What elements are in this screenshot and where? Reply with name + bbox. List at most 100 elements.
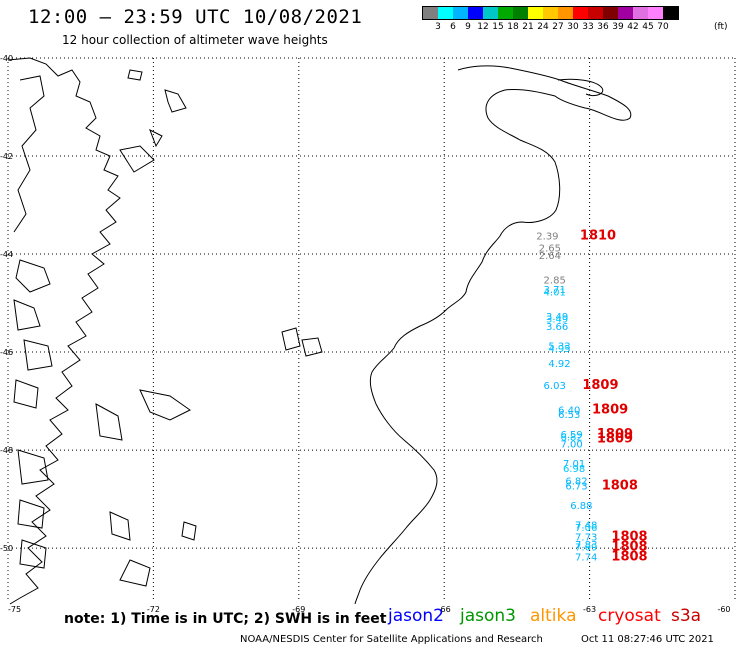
wave-height-value: 2.65 [539, 244, 561, 255]
map-subtitle: 12 hour collection of altimeter wave hei… [62, 33, 328, 47]
scale-swatch [573, 7, 588, 19]
scale-label: 21 [522, 22, 534, 32]
lon-label: -69 [292, 605, 305, 614]
scale-label: 27 [552, 22, 564, 32]
scale-label: 6 [450, 22, 456, 32]
footer-note: note: 1) Time is in UTC; 2) SWH is in fe… [64, 611, 387, 627]
wave-height-value: 7.74 [575, 552, 597, 563]
satellite-s3a: s3a [671, 606, 702, 626]
scale-swatch [663, 7, 678, 19]
scale-label: 36 [597, 22, 609, 32]
wave-height-value: 6.40 [558, 405, 580, 416]
wave-height-value: 6.73 [565, 481, 587, 492]
wave-height-value: 7.01 [563, 459, 585, 470]
wave-height-value: 7.83 [575, 540, 597, 551]
scale-label: 18 [507, 22, 519, 32]
scale-swatch [438, 7, 453, 19]
wave-height-value: 6.59 [561, 430, 583, 441]
wave-height-value: 6.82 [565, 476, 587, 487]
scale-swatch [468, 7, 483, 19]
lat-label: -44 [0, 250, 13, 259]
wave-height-value: 6.98 [563, 464, 585, 475]
wave-height-value: 4.95 [548, 344, 570, 355]
scale-label: 12 [477, 22, 489, 32]
map-title: 12:00 – 23:59 UTC 10/08/2021 [28, 6, 363, 28]
utc-time-label: 1808 [602, 478, 638, 493]
scale-label: 45 [642, 22, 654, 32]
wave-height-value: 6.53 [558, 410, 580, 421]
scale-swatch [633, 7, 648, 19]
wave-height-value: 6.88 [570, 501, 592, 512]
wave-height-value: 7.00 [561, 440, 583, 451]
lat-label: -40 [0, 54, 13, 63]
wave-height-value: 7.06 [575, 523, 597, 534]
color-scale-bar [422, 6, 679, 20]
utc-time-label: 1809 [582, 378, 618, 393]
scale-label: 30 [567, 22, 579, 32]
utc-time-label: 1809 [592, 402, 628, 417]
wave-height-value: 3.49 [546, 315, 568, 326]
scale-swatch [498, 7, 513, 19]
lat-label: -50 [0, 544, 13, 553]
satellite-jason2: jason2 [388, 606, 444, 626]
scale-label: 70 [657, 22, 669, 32]
scale-label: 24 [537, 22, 549, 32]
scale-swatch [453, 7, 468, 19]
scale-label: 9 [465, 22, 471, 32]
footer-timestamp: Oct 11 08:27:46 UTC 2021 [581, 634, 714, 645]
utc-time-label: 1810 [580, 228, 616, 243]
utc-time-label: 1809 [597, 427, 633, 442]
lat-label: -42 [0, 152, 13, 161]
utc-time-label: 1808 [611, 530, 647, 545]
wave-height-value: 7.69 [575, 543, 597, 554]
lon-label: -72 [147, 605, 160, 614]
wave-height-value: 6.82 [561, 432, 583, 443]
scale-swatch [423, 7, 438, 19]
scale-label: 33 [582, 22, 594, 32]
scale-swatch [528, 7, 543, 19]
lon-label: -75 [8, 605, 21, 614]
lat-label: -48 [0, 446, 13, 455]
wave-height-value: 2.85 [544, 275, 566, 286]
satellite-cryosat: cryosat [598, 606, 661, 626]
wave-height-value: 5.33 [548, 342, 570, 353]
scale-label: 42 [627, 22, 639, 32]
wave-height-value: 2.64 [539, 251, 561, 262]
observations-layer: 2.392.652.642.853.714.013.493.493.665.33… [536, 231, 597, 563]
scale-label: 15 [492, 22, 504, 32]
color-scale-unit: (ft) [714, 22, 728, 32]
lon-label: -66 [438, 605, 451, 614]
scale-swatch [603, 7, 618, 19]
scale-swatch [483, 7, 498, 19]
scale-swatch [588, 7, 603, 19]
scale-swatch [543, 7, 558, 19]
scale-swatch [648, 7, 663, 19]
utc-time-label: 1809 [597, 432, 633, 447]
wave-height-value: 3.49 [546, 312, 568, 323]
lon-label: -63 [583, 605, 596, 614]
scale-swatch [513, 7, 528, 19]
scale-label: 39 [612, 22, 624, 32]
utc-time-label: 1808 [611, 540, 647, 555]
scale-swatch [618, 7, 633, 19]
satellite-altika: altika [530, 606, 577, 626]
lat-label: -46 [0, 348, 13, 357]
wave-height-value: 2.39 [536, 231, 558, 242]
wave-height-value: 7.73 [575, 533, 597, 544]
wave-height-value: 7.48 [575, 520, 597, 531]
wave-height-value: 6.03 [544, 381, 566, 392]
wave-height-value: 4.92 [548, 359, 570, 370]
scale-label: 3 [435, 22, 441, 32]
wave-height-value: 3.71 [544, 285, 566, 296]
utc-time-label: 1808 [611, 549, 647, 564]
lat-lon-grid: -40 -42 -44 -46 -48 -50 -75 -72 -69 -66 -63 -60 [0, 54, 736, 614]
coastline [7, 57, 632, 605]
satellite-jason3: jason3 [460, 606, 516, 626]
lon-label: -60 [717, 605, 730, 614]
footer-credit: NOAA/NESDIS Center for Satellite Applica… [240, 634, 543, 645]
wave-height-value: 3.66 [546, 322, 568, 333]
wave-height-value: 4.01 [544, 288, 566, 299]
scale-swatch [558, 7, 573, 19]
